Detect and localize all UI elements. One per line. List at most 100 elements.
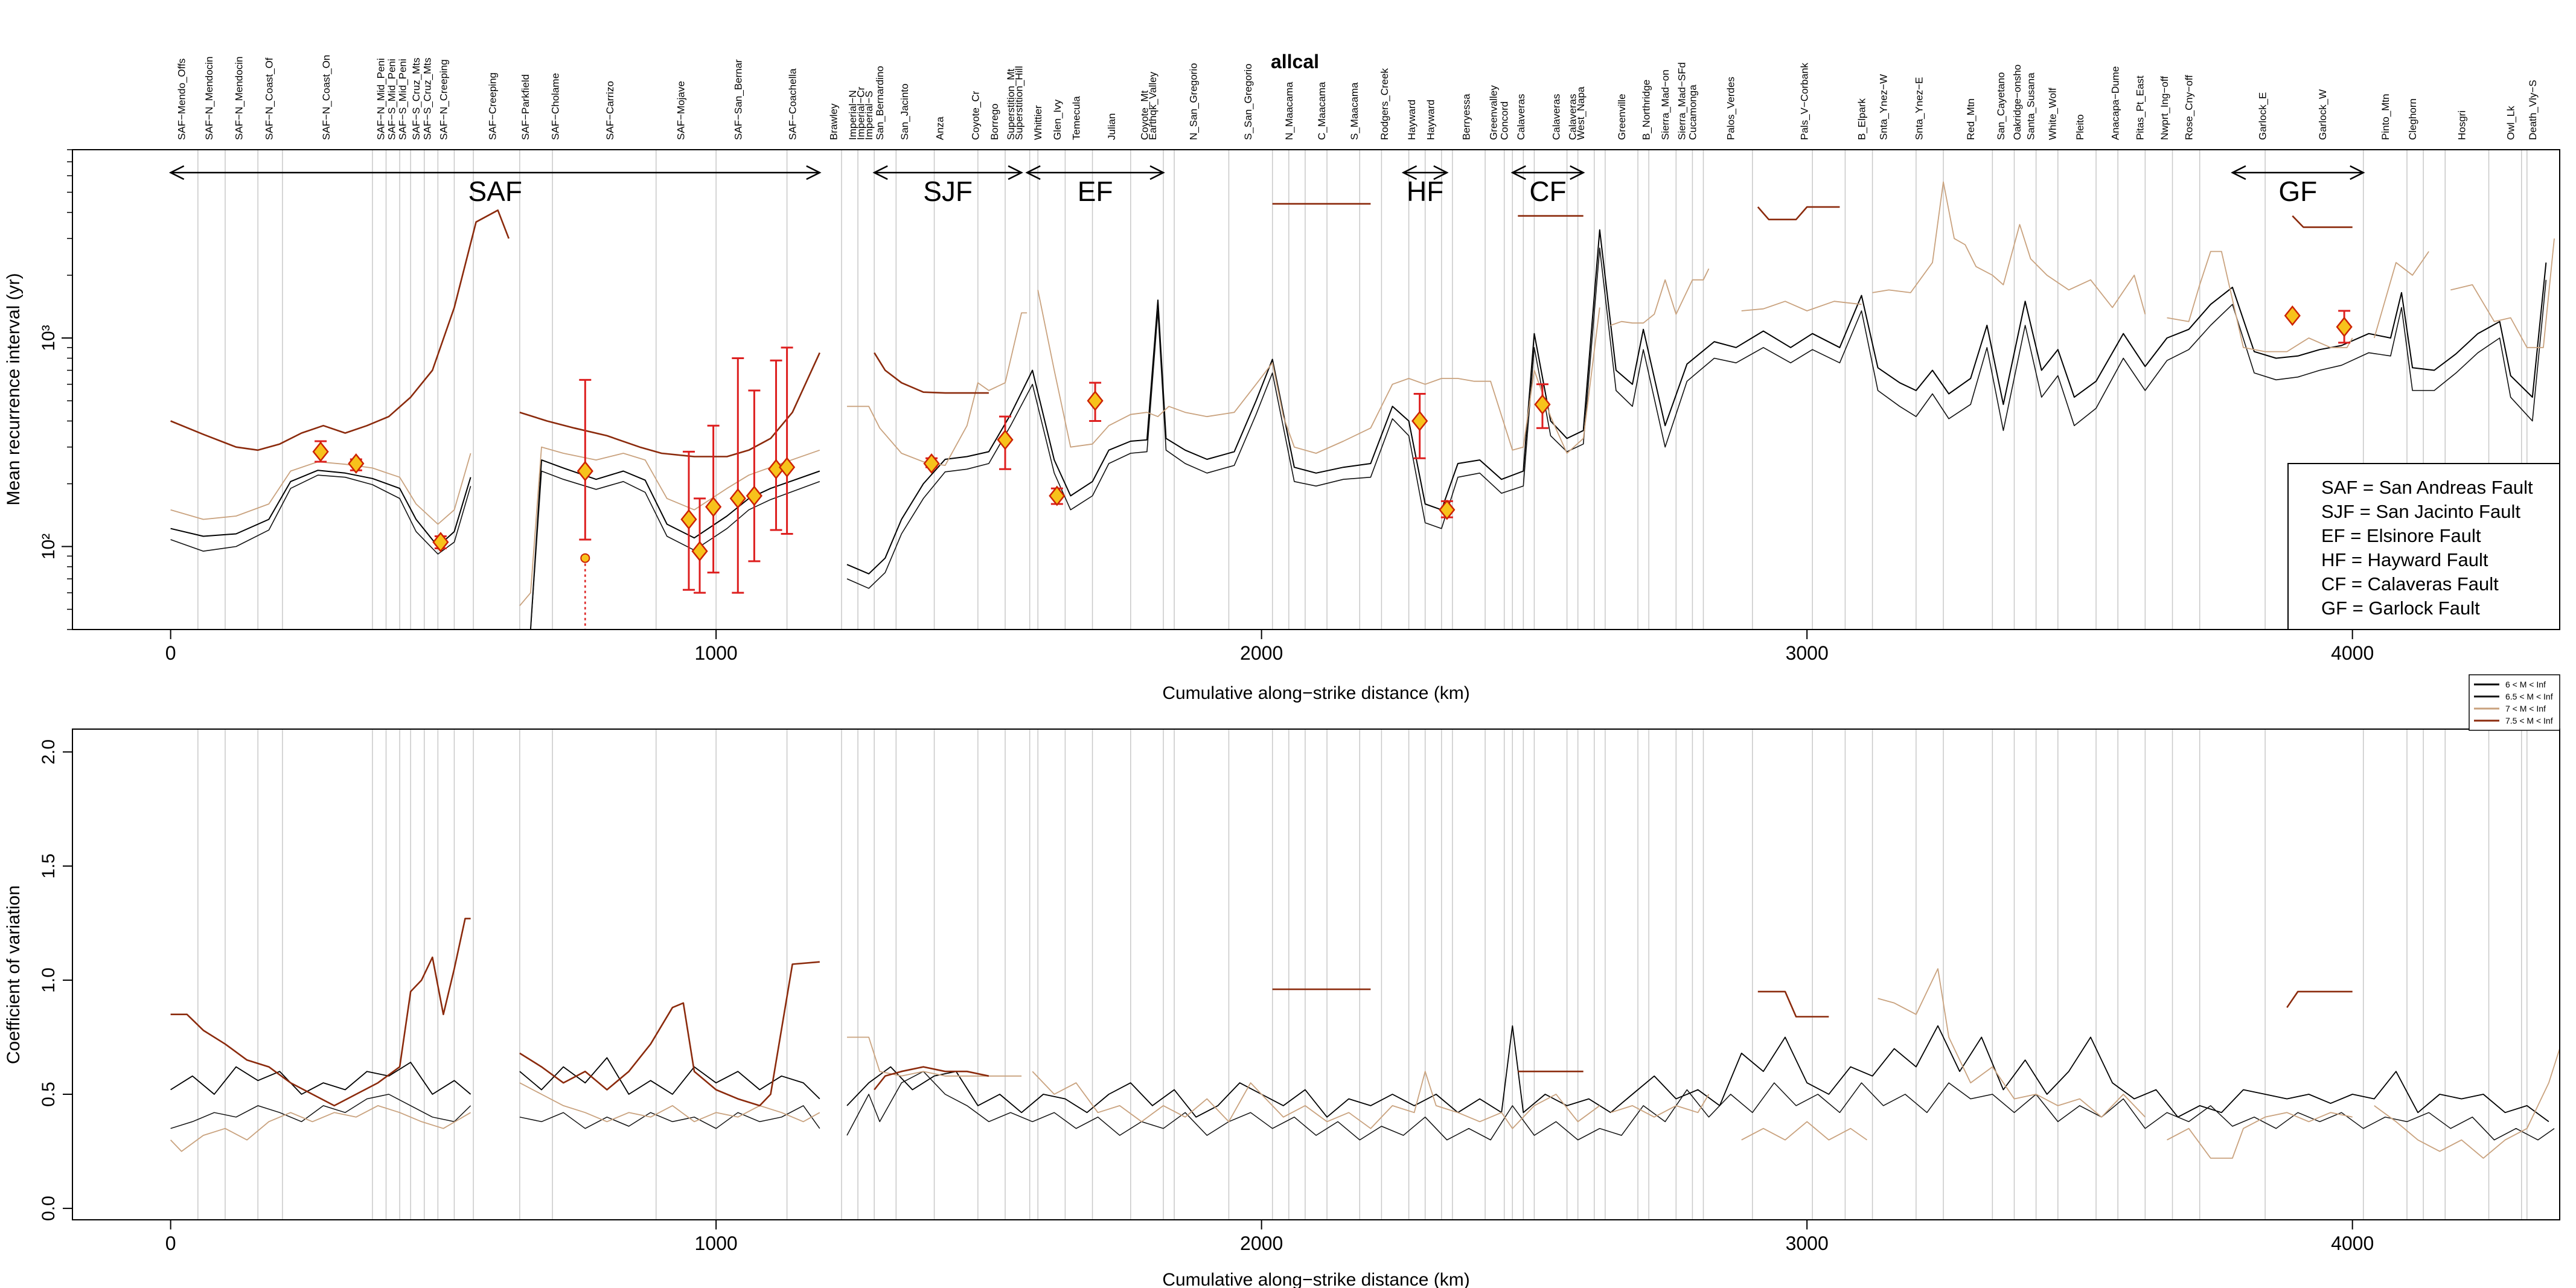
section-name: San_Bernardino <box>874 66 886 140</box>
bottom-y-tick-label: 0.5 <box>39 1082 59 1107</box>
section-name: SAF−N_Coast_Of <box>263 57 275 140</box>
top-x-tick-label: 0 <box>165 642 176 664</box>
bottom-y-tick-label: 0.0 <box>39 1196 59 1221</box>
bottom-x-axis: 0 1000 2000 3000 4000 <box>165 1220 2374 1254</box>
top-y-tick-label: 10² <box>39 534 59 560</box>
cov-series-line <box>170 1105 471 1152</box>
section-arrow-left <box>168 165 185 180</box>
cov-series-line <box>1032 1071 1600 1129</box>
section-name: Brawley <box>828 103 839 140</box>
fault-section-names: SAF−Mendo_Offs SAF−N_Mendocin SAF−N_Mendoc… <box>176 55 2539 140</box>
cov-series-line <box>2374 1048 2560 1159</box>
section-name: Red_Mtn <box>1965 98 1977 140</box>
magnitude-legend: 6 < M < Inf 6.5 < M < Inf 7 < M < Inf 7.5 <… <box>2469 674 2560 731</box>
section-name: SAF−Carrizo <box>604 81 616 140</box>
section-boundary-lines-bottom <box>197 729 2528 1220</box>
section-name: Glen_Ivy <box>1052 99 1063 140</box>
section-name: B_Northridge <box>1641 80 1652 140</box>
section-label: EF <box>1078 176 1113 207</box>
section-name: N_San_Gregorio <box>1188 63 1200 140</box>
section-name: S_San_Gregorio <box>1242 63 1254 140</box>
paleo-point <box>705 496 722 517</box>
section-label: GF <box>2278 176 2317 207</box>
cov-series-line <box>170 1094 471 1129</box>
section-name: SAF−N_Mendocin <box>203 57 215 140</box>
cov-series-line <box>519 961 820 1107</box>
section-name: Snta_Ynez−E <box>1913 77 1925 140</box>
top-y-tick-label: 10³ <box>39 325 59 351</box>
section-name: Greenville <box>1616 94 1628 140</box>
section-name: Coyote_Cr <box>970 91 981 140</box>
bottom-x-tick-label: 4000 <box>2331 1232 2374 1254</box>
bottom-y-axis-label: Coefficient of variation <box>4 885 24 1064</box>
section-name: Calaveras <box>1551 94 1562 140</box>
section-arrow-right <box>1149 165 1165 180</box>
bottom-x-tick-label: 1000 <box>695 1232 738 1254</box>
recurrence-series-line <box>2373 251 2429 339</box>
section-name: San_Jacinto <box>899 83 910 140</box>
cov-series-line <box>847 1036 1022 1077</box>
legend-box <box>2287 463 2560 630</box>
paleo-point <box>1049 485 1066 506</box>
section-name: Cleghorn <box>2407 98 2418 140</box>
section-label: HF <box>1407 176 1443 207</box>
section-name: Imperial−Cr <box>855 86 867 140</box>
section-name: Hayward <box>1406 100 1417 140</box>
section-name: Pals_V−Corbank <box>1799 62 1811 140</box>
legend-entry: EF = Elsinore Fault <box>2321 525 2481 546</box>
section-arrow-left <box>1025 165 1041 180</box>
section-name: Greenvalley <box>1488 85 1500 140</box>
section-name: Hosgri <box>2456 110 2467 140</box>
legend-entry: SJF = San Jacinto Fault <box>2321 501 2520 522</box>
cov-series-line <box>1757 990 1829 1018</box>
recurrence-series-line <box>2292 215 2353 228</box>
section-name: SAF−S_Cruz_Mts <box>421 57 433 140</box>
bottom-y-axis: 0.0 0.5 1.0 1.5 2.0 <box>39 739 72 1221</box>
bottom-x-axis-label: Cumulative along−strike distance (km) <box>1162 1270 1469 1288</box>
magnitude-legend-label: 6 < M < Inf <box>2505 680 2546 689</box>
bottom-x-tick-label: 2000 <box>1240 1232 1283 1254</box>
section-name: Sierra_Mad−on <box>1660 69 1671 140</box>
cov-series-line <box>170 917 471 1107</box>
section-name: SAF−S_Cruz_Mts <box>411 57 422 140</box>
paleo-point <box>1439 499 1456 520</box>
cov-series-line <box>519 1082 820 1123</box>
top-y-axis: 10² 10³ <box>39 149 72 630</box>
recurrence-series-line <box>170 474 471 555</box>
section-name: SAF−Creeping <box>487 72 499 140</box>
section-name: Pitas_Pt_East <box>2134 75 2146 140</box>
section-label: CF <box>1529 176 1566 207</box>
section-arrow-right <box>1570 165 1585 180</box>
section-name: Nwprt_Ing−off <box>2159 76 2170 140</box>
cov-series-line <box>2167 1112 2353 1159</box>
cov-series-line <box>1610 1094 1710 1118</box>
section-name: Rodgers_Creek <box>1379 68 1390 140</box>
magnitude-legend-label: 7.5 < M < Inf <box>2505 716 2553 725</box>
section-name: Coyote_Mt <box>1139 91 1150 140</box>
section-name: Death_Vly−S <box>2527 80 2539 140</box>
legend-entry: HF = Hayward Fault <box>2321 549 2488 570</box>
section-name: SAF−N_Mid_Peni <box>375 58 386 140</box>
paleo-point <box>432 532 449 553</box>
section-name: Earthqk_Valley <box>1147 71 1159 140</box>
legend-entry: CF = Calaveras Fault <box>2321 573 2499 595</box>
recurrence-series-line <box>170 470 471 547</box>
section-name: Owl_Lk <box>2505 106 2517 140</box>
section-name: Berryessa <box>1460 94 1472 140</box>
recurrence-series-line <box>1757 206 1840 221</box>
top-x-tick-label: 3000 <box>1786 642 1829 664</box>
section-name: Temecula <box>1070 96 1082 140</box>
section-arrow-left <box>872 165 888 180</box>
section-name: West_Napa <box>1575 86 1587 140</box>
section-name: Anacapa−Dume <box>2110 66 2121 140</box>
top-plot-frame <box>72 149 2560 630</box>
paleo-point <box>2284 305 2301 326</box>
section-name: Garlock_W <box>2317 89 2328 140</box>
recurrence-series-line <box>170 453 471 525</box>
section-name: Hayward <box>1425 100 1437 140</box>
recurrence-series <box>170 181 2555 630</box>
paleo-point <box>1411 410 1428 432</box>
section-name: SAF−Mojave <box>675 81 686 140</box>
recurrence-series-line <box>519 352 820 457</box>
paleo-point <box>1534 394 1551 415</box>
